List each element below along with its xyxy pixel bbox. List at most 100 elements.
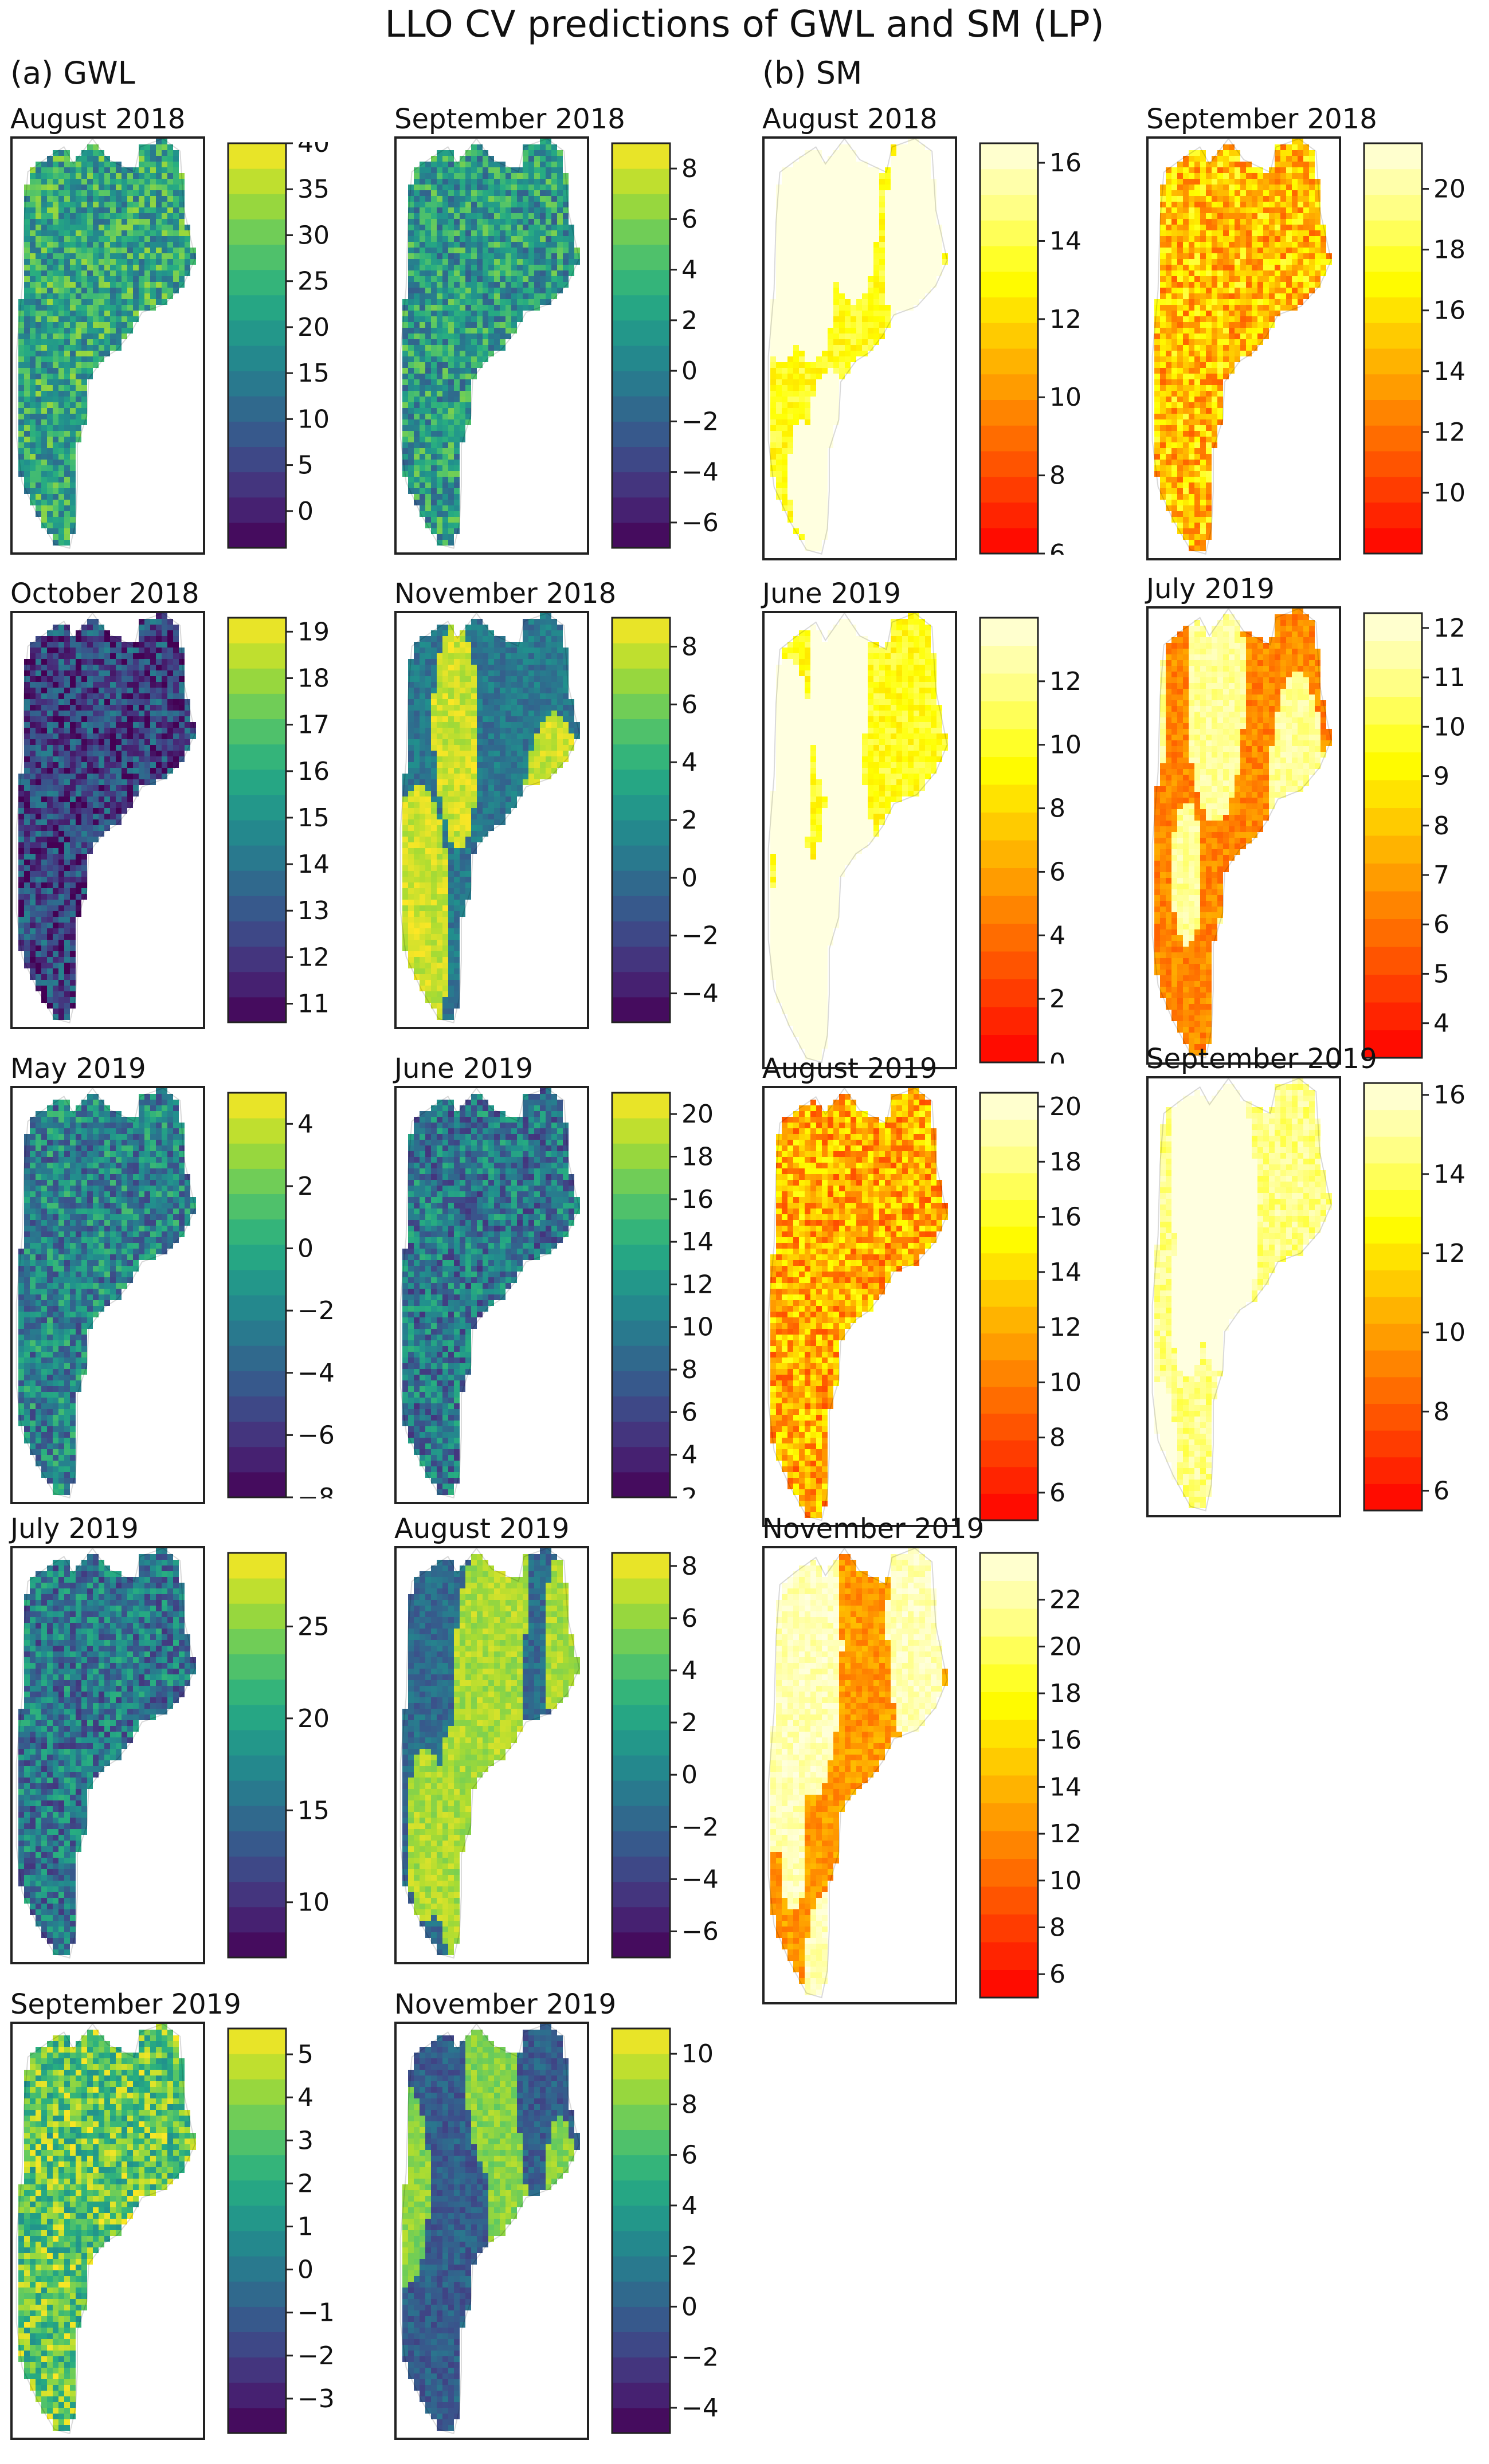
colorbar-segment (980, 1199, 1038, 1227)
colorbar-segment (1364, 613, 1422, 641)
colorbar-segment (1364, 168, 1422, 195)
region-outline (15, 1088, 196, 1499)
colorbar-segment (980, 1119, 1038, 1147)
colorbar-segment (612, 1831, 670, 1857)
colorbar-segment (228, 1603, 286, 1629)
colorbar-tick-label: 8 (1433, 1397, 1449, 1426)
colorbar-tick-label: 22 (1049, 1586, 1082, 1615)
colorbar-tick-label: 10 (297, 405, 330, 434)
colorbar-tick-label: 8 (681, 632, 698, 661)
colorbar-segment (612, 896, 670, 921)
map-raster (1154, 139, 1332, 551)
colorbar-container: 6 8 10 12 14 16 (1363, 1082, 1489, 1512)
colorbar-segment (1364, 374, 1422, 400)
colorbar: 4 5 6 7 8 9 10 11 12 (1363, 612, 1466, 1059)
colorbar-segment (228, 2129, 286, 2156)
colorbar-tick-label: 12 (1049, 667, 1082, 696)
map-canvas (399, 139, 580, 550)
colorbar-frame (227, 617, 287, 1023)
colorbar-frame (227, 1552, 287, 1959)
colorbar-tick-label: −4 (681, 1865, 719, 1894)
colorbar-segment (228, 794, 286, 821)
colorbar-segment (612, 1629, 670, 1654)
colorbar-segment (612, 794, 670, 821)
colorbar-tick-label: 12 (1433, 614, 1466, 643)
map-canvas (1151, 139, 1332, 555)
colorbar-segment (612, 1168, 670, 1194)
colorbar-segment (1364, 1484, 1422, 1511)
colorbar-tick-label: 2 (297, 1172, 314, 1201)
map-panel: October 2018 11 12 13 14 15 16 17 18 19 (10, 578, 373, 1029)
colorbar-tick-label: 18 (1433, 236, 1466, 265)
colorbar-segment (228, 2332, 286, 2358)
colorbar-container: 10 12 14 16 18 20 (1363, 142, 1489, 555)
colorbar-segment (228, 769, 286, 795)
colorbar-segment (1364, 724, 1422, 752)
colorbar-segment (228, 1679, 286, 1705)
colorbar-segment (228, 1371, 286, 1396)
colorbar-tick-label: 10 (681, 2039, 714, 2069)
region-outline (767, 1548, 948, 1999)
panel-title: November 2019 (394, 1988, 616, 2020)
colorbar: −4 −2 0 2 4 6 8 (611, 617, 719, 1023)
colorbar-segment (228, 1932, 286, 1958)
colorbar-segment (228, 921, 286, 947)
colorbar: 11 12 13 14 15 16 17 18 19 (227, 617, 330, 1023)
colorbar-segment (612, 643, 670, 669)
colorbar-segment (228, 618, 286, 644)
colorbar-segment (228, 295, 286, 321)
colorbar-segment (228, 2079, 286, 2105)
colorbar-segment (980, 1608, 1038, 1637)
map-canvas (399, 1548, 580, 1959)
map-canvas (767, 1088, 948, 1521)
colorbar-tick-label: 5 (297, 451, 314, 480)
colorbar-segment (228, 522, 286, 548)
colorbar-segment (1364, 1376, 1422, 1404)
panel-title: November 2018 (394, 578, 616, 610)
colorbar-segment (612, 693, 670, 719)
colorbar: −3 −2 −1 0 1 2 3 4 5 (227, 2027, 335, 2434)
colorbar-segment (980, 451, 1038, 477)
colorbar-tick-label: −4 (681, 458, 719, 487)
colorbar-segment (1364, 194, 1422, 221)
colorbar-segment (1364, 1109, 1422, 1137)
colorbar-tick-label: 12 (1049, 305, 1082, 334)
colorbar-segment (228, 870, 286, 896)
colorbar-tick-label: 6 (1049, 539, 1065, 555)
colorbar-segment (612, 971, 670, 998)
colorbar-segment (612, 346, 670, 371)
colorbar-tick-label: 18 (1049, 1147, 1082, 1176)
colorbar-segment (228, 1118, 286, 1144)
colorbar-segment (1364, 143, 1422, 170)
colorbar-tick-label: 14 (1049, 1772, 1082, 1802)
colorbar-segment (612, 1553, 670, 1579)
colorbar-tick-label: 10 (1433, 478, 1466, 508)
colorbar-tick-label: 15 (297, 1796, 330, 1825)
colorbar-segment (1364, 1457, 1422, 1484)
map-canvas (767, 1548, 948, 1999)
colorbar-segment (228, 820, 286, 846)
colorbar-segment (980, 840, 1038, 868)
map-canvas (15, 1088, 196, 1499)
map-raster (1154, 1078, 1332, 1508)
colorbar-segment (980, 348, 1038, 375)
colorbar-segment (612, 2281, 670, 2307)
region-outline (767, 613, 948, 1064)
colorbar-segment (612, 2129, 670, 2156)
colorbar-segment (1364, 297, 1422, 323)
map-frame (762, 1546, 957, 2004)
colorbar-segment (1364, 1190, 1422, 1217)
colorbar-tick-label: 4 (681, 1441, 698, 1470)
colorbar: 0 5 10 15 20 25 30 35 40 (227, 142, 330, 549)
colorbar-segment (1364, 1243, 1422, 1270)
colorbar-segment (1364, 752, 1422, 780)
colorbar-segment (228, 1345, 286, 1371)
colorbar-segment (980, 1886, 1038, 1914)
colorbar-tick-label: 10 (1049, 383, 1082, 412)
colorbar-segment (228, 1806, 286, 1831)
colorbar-segment (612, 1906, 670, 1933)
panel-title: September 2018 (1146, 103, 1377, 135)
colorbar-segment (228, 168, 286, 194)
colorbar-segment (228, 1831, 286, 1857)
map-canvas (15, 139, 196, 550)
